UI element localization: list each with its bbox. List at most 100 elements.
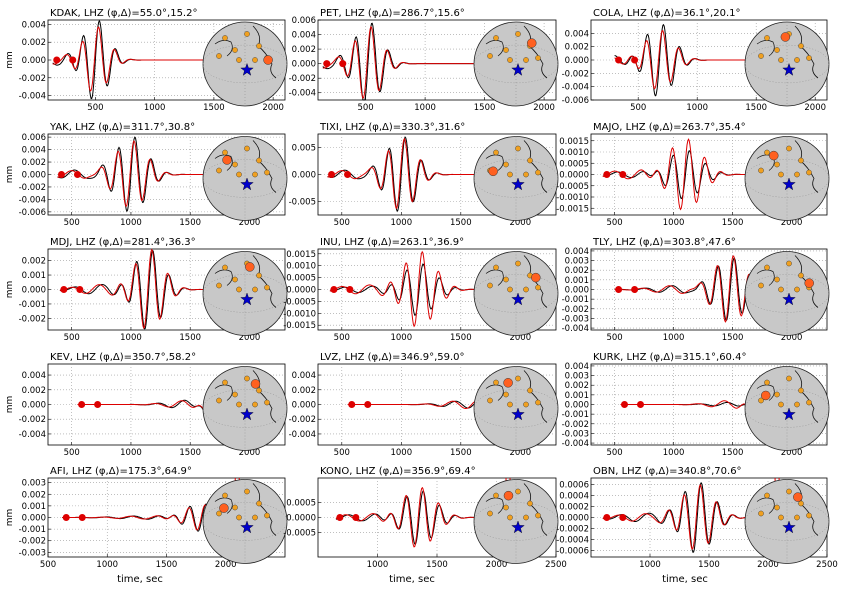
station-marker (764, 264, 770, 271)
station-marker (798, 272, 804, 279)
y-tick-label: 0.002 (22, 386, 46, 396)
y-tick-label: -0.002 (289, 415, 316, 425)
current-station-marker (503, 378, 513, 388)
coastline (252, 370, 277, 423)
station-marker (806, 55, 812, 61)
x-tick-label: 2500 (816, 560, 838, 570)
x-tick-label: 1500 (450, 448, 472, 458)
station-marker (487, 53, 493, 59)
y-tick-label: 0.004 (565, 29, 589, 39)
epicenter-star (782, 62, 796, 76)
window-start-marker (330, 286, 338, 293)
station-marker (222, 35, 228, 41)
x-tick-label: 1000 (120, 333, 142, 343)
station-marker (232, 161, 238, 168)
current-station-marker (250, 379, 261, 389)
y-tick-label: 0.0000 (286, 286, 316, 296)
epicenter-star (782, 292, 796, 306)
coastline (523, 140, 548, 193)
window-start-marker (603, 514, 611, 521)
x-tick-label: 1000 (390, 218, 412, 228)
station-marker (515, 260, 521, 267)
window-start-marker (615, 56, 623, 64)
y-tick-label: -0.002 (19, 537, 46, 547)
y-tick-label: 0.0004 (559, 492, 589, 502)
y-tick-label: 0.002 (565, 43, 589, 53)
station-marker (236, 171, 242, 178)
subplot-title: MAJO, LHZ (φ,Δ)=263.7°,35.4° (593, 122, 746, 133)
window-start-marker (57, 171, 65, 178)
current-station-marker (804, 278, 814, 288)
x-tick-label: 2000 (239, 333, 261, 343)
x-tick-label: 500 (334, 448, 350, 458)
y-tick-label: 0.0000 (559, 171, 589, 181)
current-station-marker (531, 272, 541, 283)
station-marker (244, 31, 250, 37)
y-tick-label: -0.002 (289, 74, 316, 84)
window-marker (344, 171, 352, 178)
window-start-marker (323, 60, 331, 68)
station-marker (798, 157, 804, 164)
y-tick-label: 0.001 (22, 271, 46, 281)
station-marker (515, 145, 521, 152)
window-marker (364, 401, 372, 408)
globe-graticule (744, 44, 830, 84)
x-axis-label-col2: time, sec (389, 574, 435, 585)
x-tick-label: 1000 (663, 333, 685, 343)
y-tick-label: -0.001 (562, 295, 589, 305)
x-tick-label: 1500 (450, 333, 472, 343)
epicenter-star (240, 177, 254, 191)
y-tick-label: -0.006 (19, 208, 46, 218)
station-marker (507, 401, 513, 408)
x-tick-label: 2000 (262, 103, 284, 113)
y-tick-label: 0.002 (22, 38, 46, 48)
y-tick-label: 0.002 (22, 158, 46, 168)
window-marker (352, 514, 360, 521)
epicenter-star (240, 520, 254, 534)
station-marker (535, 55, 541, 61)
subplot-inu: 0.0015 0.0010 0.0005 0.0000-0.0005 -0.0010 -0… (283, 237, 559, 343)
x-axis-label-col3: time, sec (662, 574, 708, 585)
coastline (756, 269, 775, 286)
x-tick-label: 1500 (722, 333, 744, 343)
subplot-title: INU, LHZ (φ,Δ)=263.1°,36.9° (320, 237, 464, 248)
station-marker (764, 492, 770, 499)
subplot-obn: 0.00060.00040.00020.0000-0.0002-0.0004-0… (556, 466, 838, 570)
y-tick-label: -0.002 (562, 420, 589, 430)
station-marker (264, 169, 270, 176)
coastline (252, 483, 277, 536)
station-marker (264, 512, 270, 519)
station-marker (794, 57, 800, 63)
station-marker (515, 375, 521, 382)
station-marker (527, 157, 533, 164)
x-tick-label: 2000 (509, 333, 531, 343)
x-tick-label: 500 (64, 218, 80, 228)
station-marker (806, 169, 812, 176)
subplot-title: YAK, LHZ (φ,Δ)=311.7°,30.8° (49, 122, 195, 133)
station-marker (523, 286, 529, 293)
y-tick-label: -0.003 (19, 548, 46, 558)
station-marker (806, 512, 812, 519)
y-tick-label: 0.002 (22, 257, 46, 267)
x-tick-label: 500 (606, 218, 622, 228)
y-tick-label: -0.0006 (556, 546, 589, 556)
window-start-marker (60, 286, 68, 293)
x-tick-label: 1500 (722, 218, 744, 228)
station-marker (503, 161, 509, 168)
y-tick-label: 0.000 (22, 514, 46, 524)
y-tick-label: -0.002 (19, 74, 46, 84)
coastline (756, 40, 775, 57)
x-tick-label: 1000 (96, 560, 118, 570)
window-start-marker (78, 401, 86, 408)
globe-graticule (744, 502, 830, 541)
x-tick-label: 2000 (509, 218, 531, 228)
station-marker (764, 35, 770, 41)
station-marker (503, 391, 509, 398)
y-tick-label: 0.000 (22, 56, 46, 66)
x-tick-label: 2000 (509, 448, 531, 458)
window-marker (637, 401, 644, 408)
window-marker (346, 286, 354, 293)
station-marker (758, 53, 764, 59)
station-marker (798, 43, 804, 49)
x-tick-label: 1000 (639, 560, 661, 570)
